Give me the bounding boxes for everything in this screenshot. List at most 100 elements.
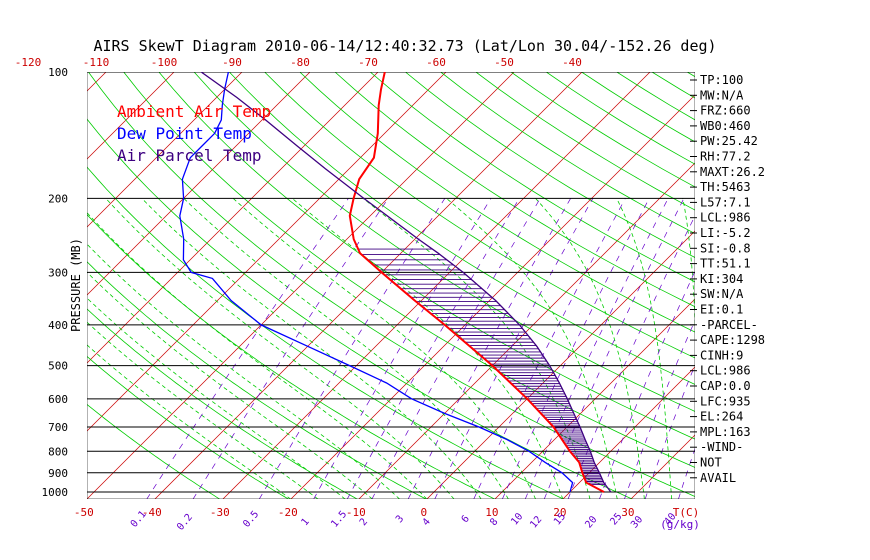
stats-item: NOT <box>700 456 722 470</box>
dry-adiabat <box>404 72 695 258</box>
isotherm <box>494 298 695 499</box>
mixing-ratio-line <box>599 270 695 499</box>
bottom-temp-tick-label: -40 <box>142 506 162 519</box>
dry-adiabat <box>334 72 695 308</box>
mixing-ratio-line <box>192 198 389 499</box>
dry-adiabat <box>87 72 695 497</box>
stats-item: LI:-5.2 <box>700 226 751 240</box>
stats-item: TT:51.1 <box>700 257 751 271</box>
stats-item: SW:N/A <box>700 287 744 301</box>
pressure-tick-label: 800 <box>48 445 68 458</box>
stats-item: L57:7.1 <box>700 195 751 209</box>
mixing-ratio-tick-label: 12 <box>528 514 544 530</box>
stats-item: -PARCEL- <box>700 318 758 332</box>
stats-item: AVAIL <box>700 471 736 485</box>
stats-item: LCL:986 <box>700 364 751 378</box>
moist-adiabat <box>87 212 428 499</box>
legend-entry: Ambient Air Temp <box>117 102 271 121</box>
stats-item: WB0:460 <box>700 119 751 133</box>
mixing-ratio-line <box>567 214 695 499</box>
bottom-temp-tick-label: 20 <box>553 506 566 519</box>
stats-item: KI:304 <box>700 272 743 286</box>
mixing-ratio-tick-label: 0.2 <box>175 512 195 533</box>
y-axis-label: PRESSURE (MB) <box>69 238 83 332</box>
top-temp-tick-label: -110 <box>83 56 110 69</box>
bottom-temp-tick-label: 10 <box>485 506 498 519</box>
dry-adiabat <box>123 72 695 468</box>
dry-adiabat <box>87 308 358 499</box>
mixing-ratio-tick-label: 1 <box>300 517 312 529</box>
stats-item: EL:264 <box>700 410 743 424</box>
isotherm <box>154 72 583 499</box>
chart-title: AIRS SkewT Diagram 2010-06-14/12:40:32.7… <box>93 37 716 55</box>
top-temp-tick-label: -100 <box>151 56 178 69</box>
legend-entry: Dew Point Temp <box>117 124 252 143</box>
stats-item: MAXT:26.2 <box>700 165 765 179</box>
series-line-3 <box>200 72 612 493</box>
legend-entry: Air Parcel Temp <box>117 146 262 165</box>
dry-adiabat <box>193 72 695 412</box>
mixing-ratio-line <box>407 198 571 499</box>
isotherm <box>358 162 695 499</box>
cape-hatch-area <box>358 248 606 486</box>
pressure-axis: 100 200 300 400 500 600 700 800 900 1000 <box>42 66 69 499</box>
dry-adiabat <box>686 72 695 78</box>
bottom-temp-tick-label: -10 <box>346 506 366 519</box>
moist-adiabat <box>616 198 672 499</box>
bottom-temp-tick-label: -20 <box>278 506 298 519</box>
stats-item: EI:0.1 <box>700 303 743 317</box>
stats-item: SI:-0.8 <box>700 241 751 255</box>
series-line-2 <box>179 72 574 493</box>
dry-adiabat <box>87 166 564 499</box>
isotherm <box>426 230 695 499</box>
isotherm <box>87 72 243 228</box>
top-temp-tick-label: -80 <box>290 56 310 69</box>
pressure-tick-label: 300 <box>48 266 68 279</box>
mixing-ratio-line <box>624 319 695 499</box>
dry-adiabat <box>87 261 427 499</box>
dry-adiabat <box>158 72 695 440</box>
legend: Ambient Air Temp Dew Point Temp Air Parcel… <box>117 102 271 165</box>
mixing-ratio-line <box>473 198 626 499</box>
bottom-temp-tick-label: -30 <box>210 506 230 519</box>
isotherm <box>87 72 515 499</box>
mixing-ratio-tick-label: 2 <box>358 517 370 529</box>
stats-item: CAPE:1298 <box>700 333 765 347</box>
pressure-tick-label: 900 <box>48 467 68 480</box>
moist-adiabat <box>87 243 400 499</box>
dry-adiabat <box>87 355 289 499</box>
pressure-tick-label: 1000 <box>42 486 69 499</box>
isobar-lines <box>87 72 695 499</box>
top-temp-tick-label: -70 <box>358 56 378 69</box>
series-line-1 <box>348 72 605 493</box>
bottom-unit-label: T(C) <box>673 506 700 519</box>
mixing-ratio-line <box>258 198 446 499</box>
dry-adiabat <box>87 214 496 499</box>
bottom-temp-tick-label: 0 <box>421 506 428 519</box>
mixing-ratio-line <box>543 198 685 499</box>
top-temp-axis: -120 -110 -100 -90 -80 -70 -60 -50 -40 <box>15 56 582 69</box>
mixing-ratio-unit-label: (g/kg) <box>660 518 700 531</box>
pressure-tick-label: 200 <box>48 192 68 205</box>
stats-item: RH:77.2 <box>700 150 751 164</box>
bottom-temp-axis: -50 -40 -30 -20 -10 0 10 20 30 T(C) <box>74 506 699 519</box>
moist-adiabat <box>682 198 695 330</box>
bottom-temp-tick-label: 30 <box>621 506 634 519</box>
mixing-ratio-line <box>678 447 695 499</box>
mixing-ratio-line <box>524 198 669 499</box>
stats-item: PW:25.42 <box>700 134 758 148</box>
stats-item: -WIND- <box>700 440 743 454</box>
isotherm <box>562 366 695 499</box>
isotherm <box>87 72 379 364</box>
pressure-tick-label: 500 <box>48 360 68 373</box>
isotherm-lines <box>87 72 695 499</box>
dry-adiabat <box>87 118 633 499</box>
top-temp-tick-label: -90 <box>222 56 242 69</box>
top-temp-tick-label: -50 <box>494 56 514 69</box>
dry-adiabat <box>87 403 221 499</box>
moist-adiabat <box>141 198 482 499</box>
dry-adiabat <box>440 72 695 235</box>
mixing-ratio-tick-label: 6 <box>460 514 472 526</box>
stats-item: LFC:935 <box>700 394 751 408</box>
